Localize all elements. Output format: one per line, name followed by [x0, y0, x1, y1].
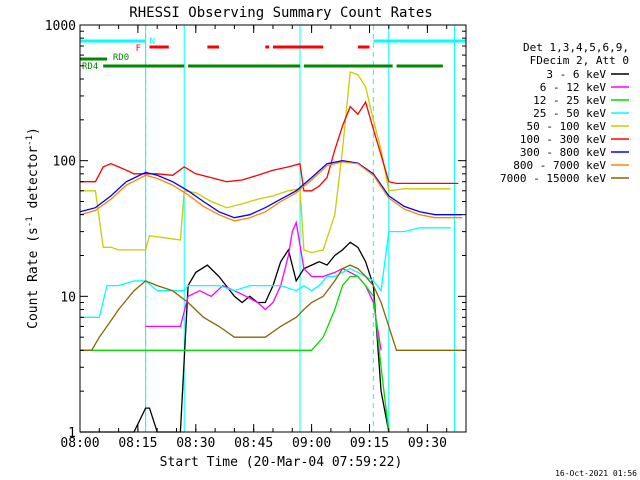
legend-entry-label-5: 100 - 300 keV	[520, 133, 606, 146]
series-line-12-25keV-kev	[80, 275, 390, 433]
y-axis: 1 10 100 1000	[45, 19, 466, 441]
legend-entry-label-2: 12 - 25 keV	[533, 94, 606, 107]
legend-header-line-1: Det 1,3,4,5,6,9,	[523, 41, 629, 54]
y-axis-label-tail: detector	[26, 146, 41, 217]
x-axis-label: Start Time (20-Mar-04 07:59:22)	[160, 455, 403, 470]
legend-entry-label-4: 50 - 100 keV	[527, 120, 607, 133]
legend-entry-label-1: 6 - 12 keV	[540, 81, 607, 94]
footer-timestamp: 16-Oct-2021 01:56	[555, 469, 637, 478]
flag-label-rd4: RD4	[82, 62, 98, 72]
x-tick-label-5: 09:15	[350, 436, 389, 451]
x-tick-label-1: 08:15	[118, 436, 157, 451]
x-tick-label-4: 09:00	[292, 436, 331, 451]
y-axis-label-end: )	[26, 127, 41, 135]
flag-label-n: N	[150, 37, 155, 47]
series-line-50-100keV-kev	[80, 71, 451, 254]
x-axis: 08:00 08:15 08:30 08:45 09:00 09:15 09:30	[60, 25, 467, 451]
x-tick-label-3: 08:45	[234, 436, 273, 451]
y-tick-label-3: 1000	[45, 19, 76, 34]
x-tick-label-0: 08:00	[60, 436, 99, 451]
flag-label-f: F	[136, 44, 141, 54]
flag-label-rd0: RD0	[113, 53, 129, 63]
series-line-100-300keV-kev	[80, 100, 459, 192]
series-line-800-7000keV-kev	[79, 161, 463, 222]
y-tick-label-2: 100	[53, 155, 76, 170]
series-line-7000-15000keV-kev	[80, 264, 463, 351]
plot-frame	[79, 24, 467, 433]
plot-area: NF RD0 RD4	[79, 25, 466, 433]
y-axis-label-main: Count Rate (s	[26, 227, 41, 329]
x-tick-label-6: 09:30	[408, 436, 447, 451]
series-line-6-12keV-kev	[145, 220, 382, 351]
legend-entry-label-7: 800 - 7000 keV	[513, 159, 606, 172]
legend-header-line-2: FDecim 2, Att 0	[530, 54, 629, 67]
y-tick-label-1: 10	[60, 290, 76, 305]
series-line-300-800keV-kev	[79, 160, 463, 219]
chart-title: RHESSI Observing Summary Count Rates	[129, 5, 432, 21]
legend-entry-label-8: 7000 - 15000 keV	[500, 172, 606, 185]
y-tick-label-0: 1	[68, 426, 76, 441]
legend: Det 1,3,4,5,6,9, FDecim 2, Att 0 3 - 6 k…	[500, 41, 629, 185]
y-axis-label-sup: -1	[25, 216, 35, 227]
legend-entry-label-0: 3 - 6 keV	[546, 68, 606, 81]
y-axis-label-sup2: -1	[25, 135, 35, 146]
x-tick-label-2: 08:30	[176, 436, 215, 451]
legend-entry-label-6: 300 - 800 keV	[520, 146, 606, 159]
legend-entry-label-3: 25 - 50 keV	[533, 107, 606, 120]
series-line-25-50keV-kev	[80, 227, 451, 318]
y-axis-label: Count Rate (s-1 detector-1)	[25, 127, 41, 329]
series-line-3-6keV-kev	[80, 241, 390, 433]
